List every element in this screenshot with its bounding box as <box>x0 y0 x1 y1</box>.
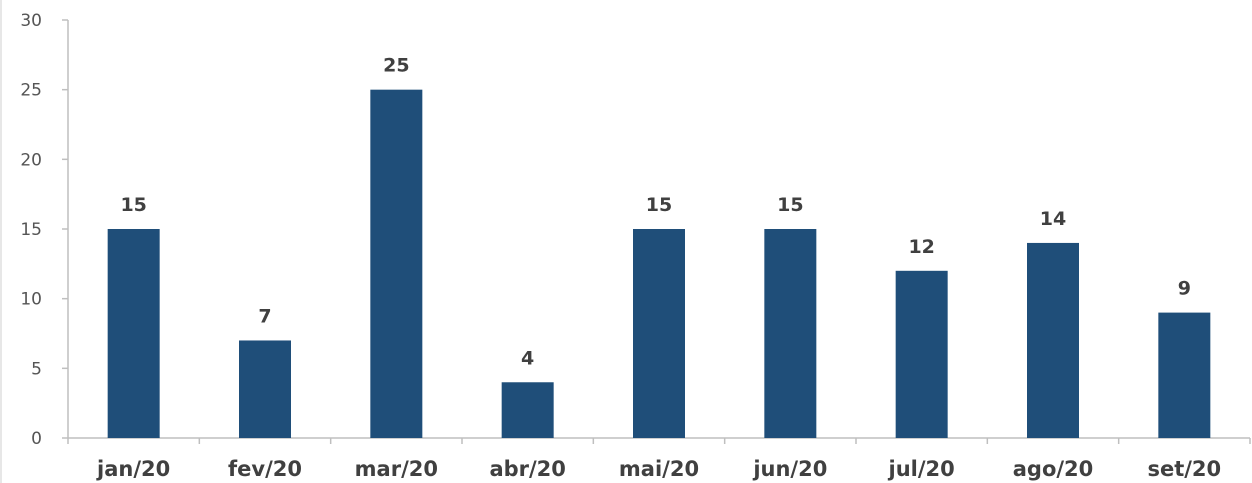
data-label: 15 <box>120 194 146 216</box>
data-labels: 15 7 25 4 15 15 12 14 9 <box>120 55 1191 370</box>
data-label: 4 <box>521 347 534 369</box>
category-label: abr/20 <box>489 457 565 481</box>
data-label: 15 <box>646 194 672 216</box>
category-label: mai/20 <box>619 457 699 481</box>
y-tick-label: 0 <box>31 429 42 449</box>
bar <box>1158 312 1211 438</box>
x-axis <box>67 437 1251 444</box>
category-label: fev/20 <box>228 457 302 481</box>
category-labels: jan/20 fev/20 mar/20 abr/20 mai/20 jun/20 jul/… <box>96 457 1221 481</box>
category-label: mar/20 <box>355 457 438 481</box>
y-tick-label: 15 <box>20 220 42 240</box>
data-label: 9 <box>1178 278 1191 300</box>
y-tick-label: 30 <box>20 11 42 31</box>
category-label: set/20 <box>1147 457 1221 481</box>
category-label: ago/20 <box>1013 457 1094 481</box>
category-label: jan/20 <box>96 457 170 481</box>
bar <box>1027 242 1079 438</box>
y-tick-label: 25 <box>20 81 42 101</box>
bar <box>633 229 685 438</box>
bars <box>107 89 1211 439</box>
data-label: 7 <box>258 305 271 327</box>
bar <box>370 89 423 439</box>
bar <box>501 382 554 438</box>
y-tick-label: 5 <box>31 359 42 379</box>
y-tick-label: 10 <box>20 290 42 310</box>
category-label: jul/20 <box>888 457 955 481</box>
data-label: 14 <box>1040 208 1066 230</box>
data-label: 15 <box>777 194 803 216</box>
data-label: 12 <box>908 236 934 258</box>
bar <box>764 229 817 438</box>
y-axis: 0 5 10 15 20 25 30 <box>20 11 69 449</box>
bar <box>107 229 160 438</box>
y-tick-label: 20 <box>20 150 42 170</box>
data-label: 25 <box>383 55 409 77</box>
bar <box>239 340 291 438</box>
category-label: jun/20 <box>752 457 827 481</box>
bar <box>895 270 948 438</box>
